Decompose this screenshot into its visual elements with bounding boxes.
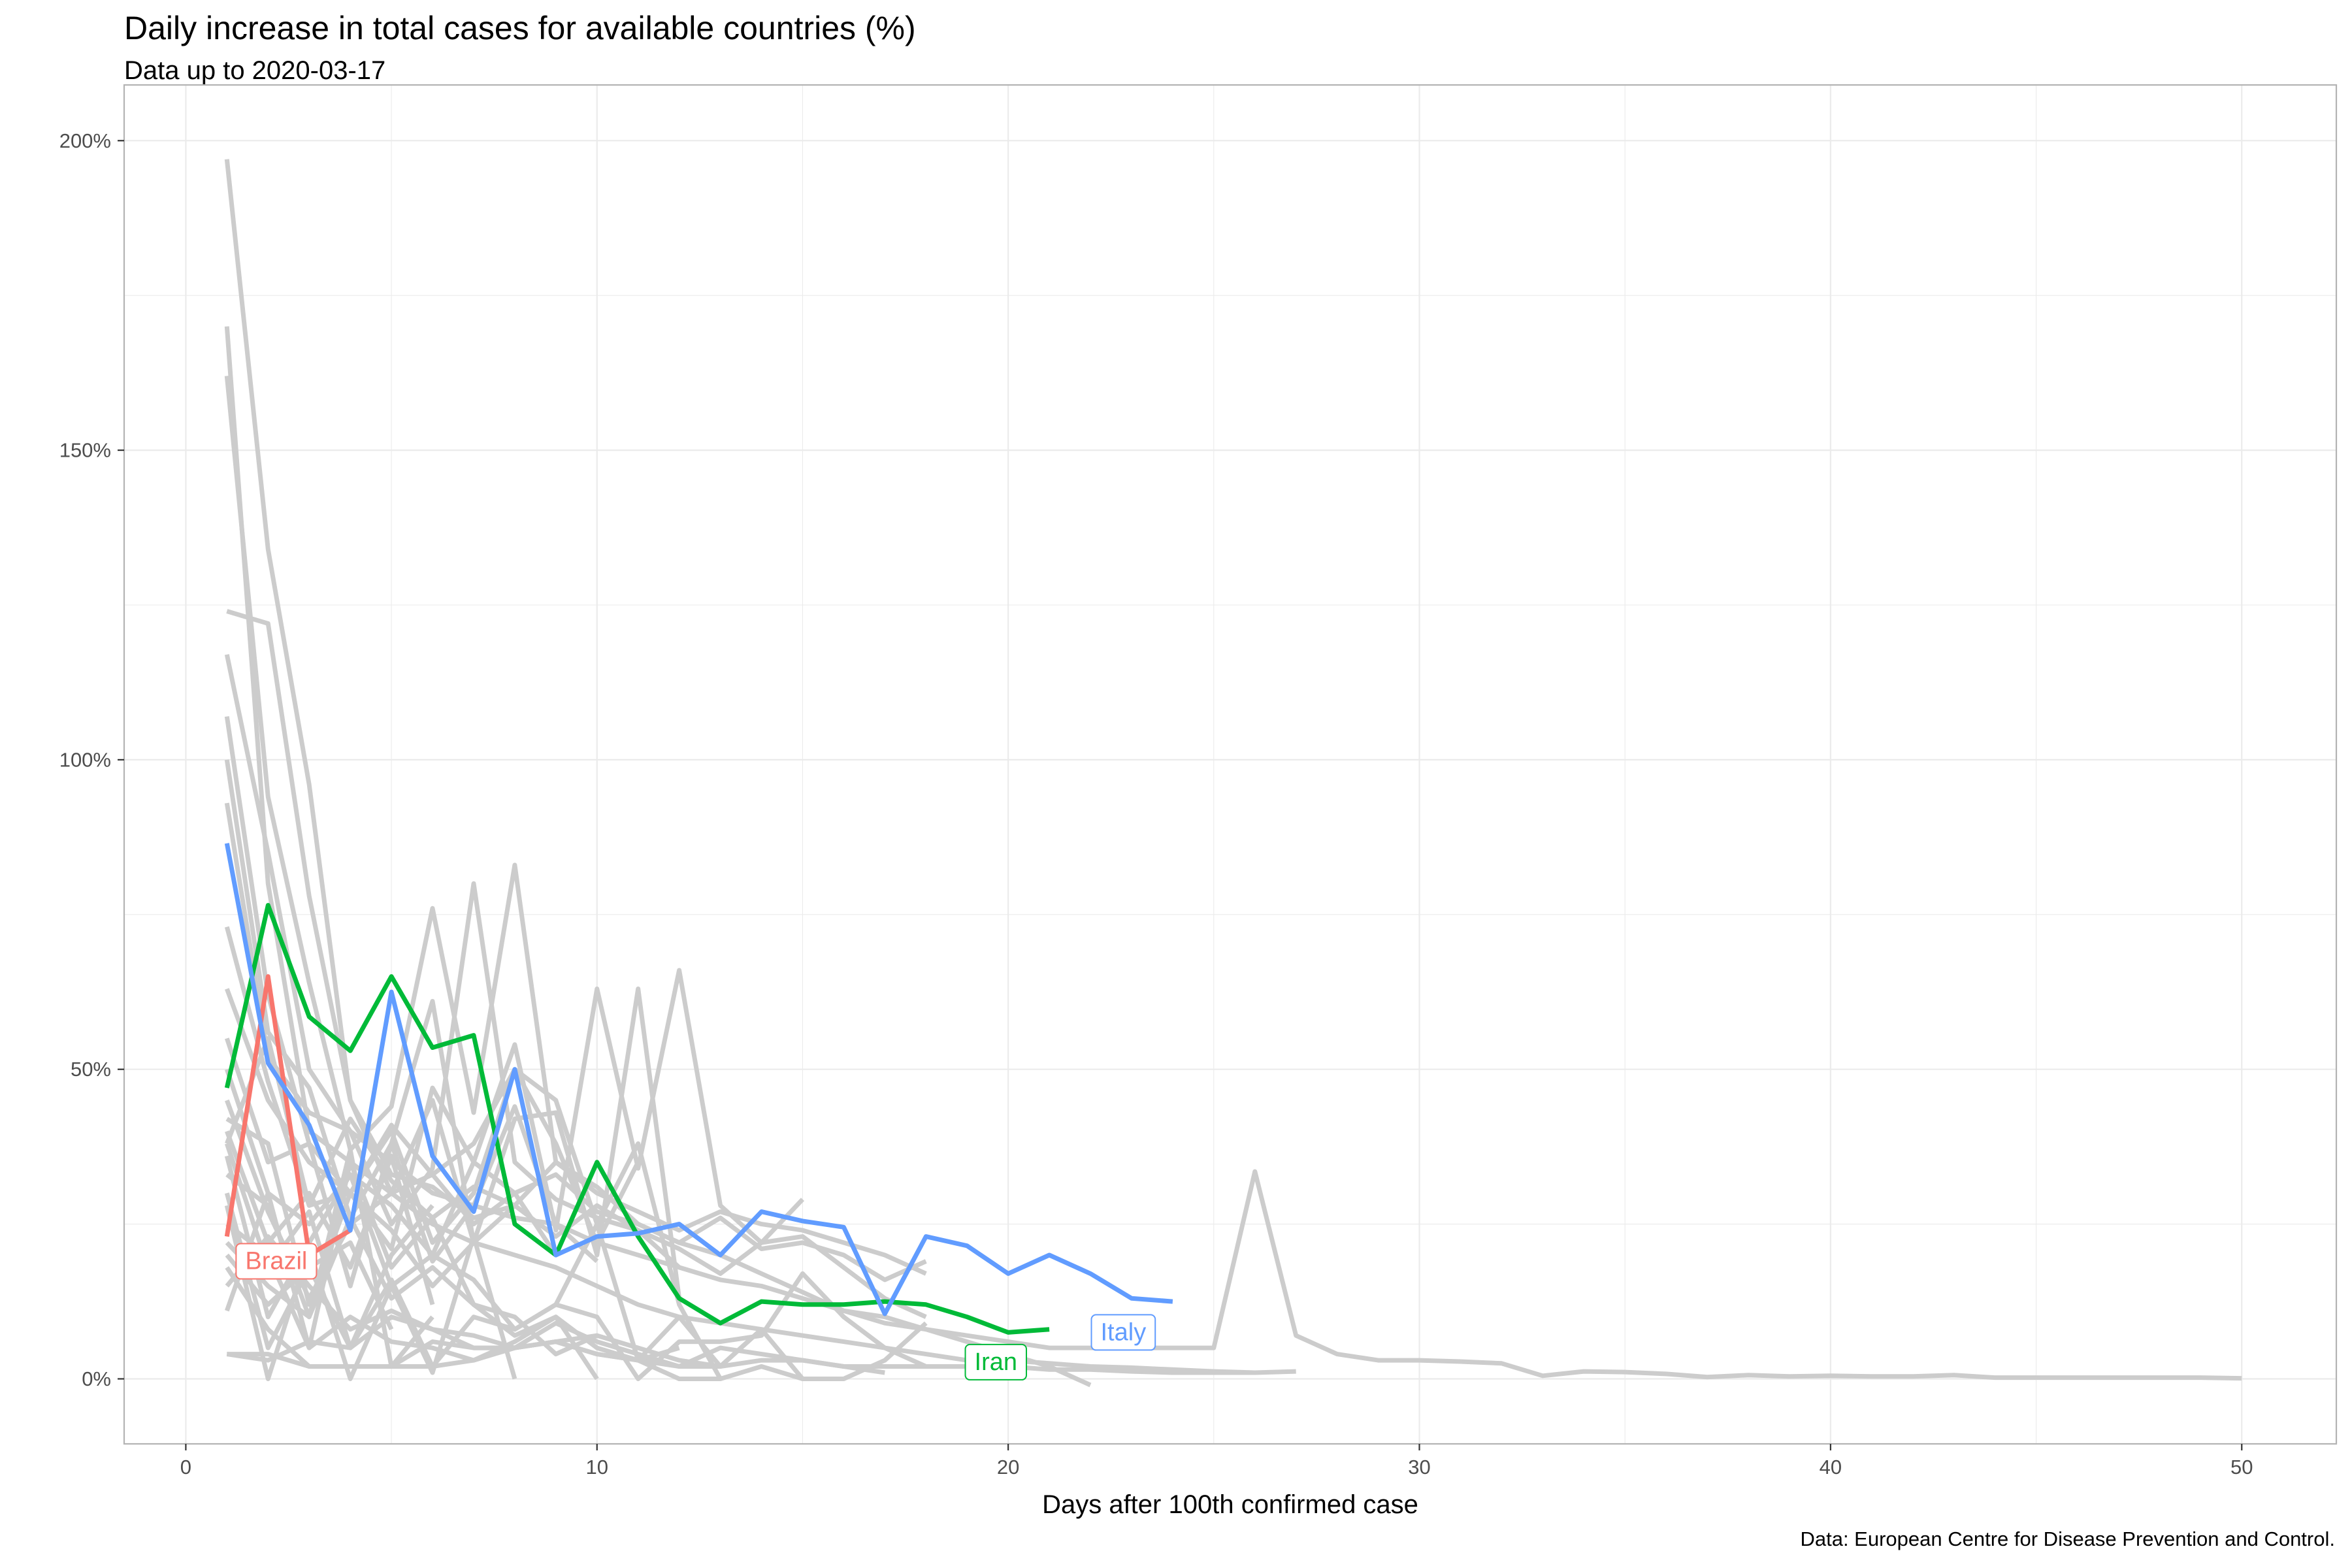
y-tick-label: 0% [82,1367,111,1390]
country-line-3 [224,376,927,1282]
grid-lines [124,85,2336,1444]
series-labels: Brazil Italy Iran [235,1243,1156,1380]
label-box [235,1243,318,1280]
x-axis-ticks: 0 10 20 30 40 50 [180,1444,2253,1478]
y-tick-label: 200% [59,129,111,152]
label-text: Brazil [245,1247,307,1275]
country-line-28 [226,1315,1255,1375]
y-tick-label: 100% [59,748,111,771]
label-italy: Italy [1090,1314,1156,1351]
chart-subtitle: Data up to 2020-03-17 [124,56,386,85]
chart-title: Daily increase in total cases for availa… [124,10,916,46]
line-brazil [224,974,352,1258]
x-tick-label: 30 [1408,1456,1430,1478]
country-line-1 [224,159,2242,1381]
label-brazil: Brazil [235,1243,318,1280]
country-line-25 [225,1234,763,1369]
country-line-5 [224,654,1092,1388]
country-line-6 [224,716,805,1251]
highlighted-series [224,843,1173,1335]
y-tick-label: 150% [59,439,111,462]
x-tick-label: 20 [997,1456,1019,1478]
label-text: Italy [1101,1318,1147,1346]
country-line-14 [225,1117,476,1307]
x-tick-label: 40 [1820,1456,1842,1478]
line-iran [224,903,1050,1335]
label-text: Iran [975,1348,1017,1376]
country-line-26 [224,1190,844,1381]
background-series [224,159,2242,1388]
line-italy [224,843,1173,1316]
x-tick-label: 10 [586,1456,608,1478]
country-line-18 [225,1147,434,1369]
label-box [964,1343,1028,1380]
y-tick-label: 50% [71,1058,111,1081]
panel-border [123,84,2338,1445]
label-box [1090,1314,1156,1351]
country-line-29 [225,1036,927,1319]
x-tick-label: 0 [180,1456,191,1478]
country-line-23 [225,1253,927,1381]
x-tick-label: 50 [2230,1456,2253,1478]
label-iran: Iran [964,1343,1028,1380]
chart-caption: Data: European Centre for Disease Preven… [1800,1527,2335,1550]
y-axis-ticks: 0% 50% 100% 150% 200% [59,129,124,1390]
country-line-8 [224,802,681,1269]
x-axis-title: Days after 100th confirmed case [1042,1490,1418,1519]
